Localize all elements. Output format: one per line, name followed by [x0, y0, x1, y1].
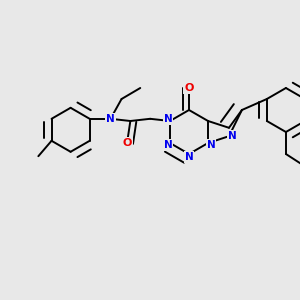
Text: O: O [122, 138, 132, 148]
Text: N: N [106, 114, 115, 124]
Text: O: O [184, 83, 194, 93]
Text: N: N [164, 140, 172, 150]
Text: N: N [184, 152, 194, 162]
Text: N: N [228, 131, 236, 141]
Text: N: N [164, 114, 172, 124]
Text: N: N [207, 140, 215, 150]
